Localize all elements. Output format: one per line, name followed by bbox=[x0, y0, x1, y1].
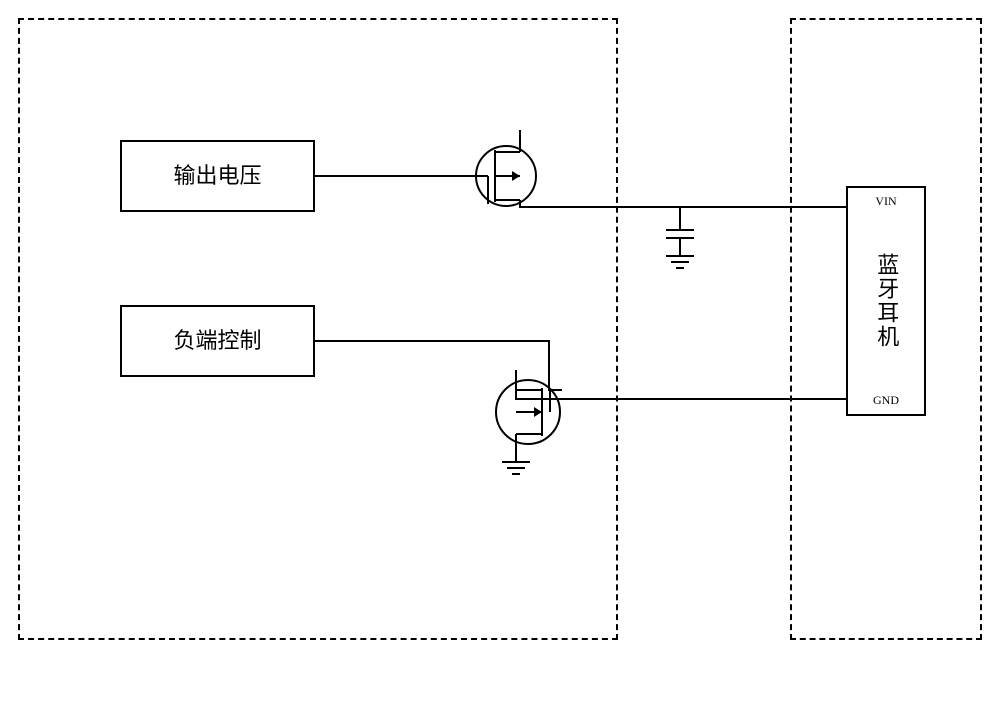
ground-mosfet-icon bbox=[498, 456, 534, 480]
wire-ov-to-mosfet bbox=[315, 175, 470, 177]
output-voltage-block: 输出电压 bbox=[120, 140, 315, 212]
wire-gate-bottom bbox=[548, 389, 562, 391]
ground-cap-icon bbox=[662, 250, 698, 274]
wire-nc-to-mosfet bbox=[315, 340, 550, 342]
left-dashed-container bbox=[18, 18, 618, 640]
mosfet-top-icon bbox=[470, 140, 550, 210]
output-voltage-label: 输出电压 bbox=[173, 163, 261, 189]
wire-bot-to-bt bbox=[515, 398, 848, 400]
mosfet-bottom-icon bbox=[478, 372, 578, 450]
bt-vin-label: VIN bbox=[875, 194, 896, 209]
wire-top-mosfet-upper bbox=[519, 130, 521, 131]
neg-control-label: 负端控制 bbox=[173, 328, 261, 354]
wire-bot-to-bt-h1 bbox=[515, 370, 517, 372]
capacitor-icon bbox=[660, 222, 700, 252]
bt-earphone-label: 蓝牙耳机 bbox=[873, 253, 899, 349]
bt-gnd-label: GND bbox=[873, 393, 899, 408]
wire-bmosfet-drain-stub bbox=[515, 378, 517, 400]
neg-control-block: 负端控制 bbox=[120, 305, 315, 377]
wire-mosfet-top-drain-up bbox=[519, 130, 521, 142]
wire-top-to-bt bbox=[519, 206, 848, 208]
bt-earphone-block: VIN 蓝牙耳机 GND bbox=[846, 186, 926, 416]
